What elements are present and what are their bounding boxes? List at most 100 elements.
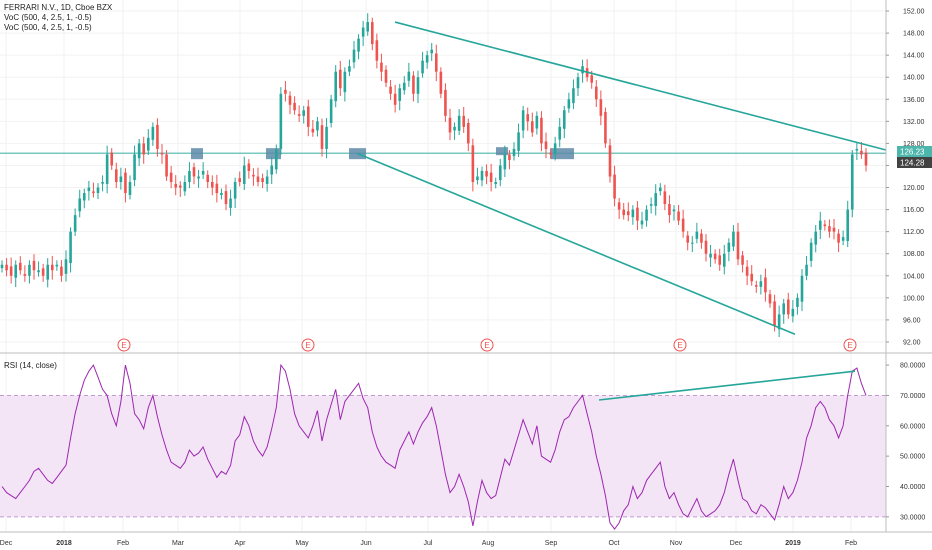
candle: [864, 148, 868, 172]
candle-body: [348, 66, 351, 72]
candle-body: [750, 273, 754, 282]
candle-body: [402, 82, 406, 91]
candle-body: [855, 148, 859, 151]
candle-body: [46, 264, 50, 280]
candle: [658, 183, 662, 196]
candle-body: [375, 40, 379, 61]
candle: [553, 136, 557, 161]
earnings-circle: [480, 338, 494, 352]
candle-body: [73, 215, 77, 232]
candle: [329, 94, 333, 128]
candle: [192, 162, 196, 185]
candle-body: [850, 154, 854, 210]
rsi-band-fill: [0, 395, 886, 517]
candle-body: [252, 174, 255, 177]
candle-body: [169, 172, 173, 183]
time-tick-label: 2018: [56, 540, 72, 547]
price-tick-label: 148.00: [903, 31, 925, 38]
time-tick-label: Feb: [117, 540, 129, 547]
candle: [503, 145, 507, 178]
candle: [270, 156, 274, 184]
rsi-trendline: [598, 370, 856, 401]
candle: [704, 234, 708, 262]
candle-body: [777, 314, 781, 330]
candle: [562, 105, 566, 139]
candle: [380, 53, 383, 82]
candle: [677, 204, 680, 226]
candle-body: [549, 152, 552, 155]
rsi-tick-label: 40.0000: [900, 484, 925, 491]
candle-body: [558, 126, 562, 140]
candle-body: [87, 187, 91, 192]
candle: [466, 118, 470, 152]
candle-body: [860, 150, 863, 155]
candle-body: [480, 170, 484, 181]
price-tick-label: 96.00: [903, 317, 921, 324]
candle: [626, 202, 630, 222]
candle-body: [334, 71, 338, 102]
earnings-marker: E: [117, 338, 131, 352]
candle: [311, 119, 315, 137]
candle-body: [220, 193, 223, 195]
candle-body: [640, 220, 644, 225]
candle: [791, 300, 795, 323]
rsi-legend: RSI (14, close): [4, 361, 57, 371]
time-tick-label: Feb: [845, 540, 857, 547]
candle-body: [462, 115, 466, 127]
candle: [46, 258, 50, 288]
candle: [18, 256, 22, 275]
candle: [210, 175, 214, 196]
candle-body: [677, 211, 680, 221]
candle-body: [101, 182, 104, 184]
time-tick-label: Apr: [235, 540, 247, 547]
candle-body: [503, 154, 507, 170]
indicator-label-1: VoC (500, 4, 2.5, 1, -0.5): [4, 13, 92, 22]
rsi-tick-label: 60.0000: [900, 423, 925, 430]
candle-body: [489, 172, 493, 183]
candle: [430, 43, 434, 61]
candle-body: [576, 77, 580, 89]
candle-body: [668, 204, 671, 216]
candle: [64, 250, 68, 282]
candle-body: [398, 88, 402, 101]
candle: [316, 116, 319, 137]
last-price-badge: 124.28: [897, 157, 932, 168]
candle-body: [613, 174, 616, 199]
rsi-tick-label: 70.0000: [900, 393, 925, 400]
candle: [146, 129, 150, 155]
svg-text:126.23: 126.23: [900, 148, 925, 157]
candle-body: [82, 193, 86, 201]
candle-body: [302, 110, 306, 116]
candle-body: [430, 49, 434, 54]
candle-body: [146, 137, 150, 151]
candle: [370, 17, 374, 51]
candle: [796, 293, 799, 315]
time-tick-label: Sep: [545, 540, 558, 547]
candle: [732, 225, 735, 251]
candle-body: [92, 191, 95, 194]
candle: [805, 255, 808, 281]
candle: [41, 263, 45, 282]
candle-body: [590, 75, 594, 83]
candle-body: [517, 132, 520, 151]
candle: [494, 177, 498, 189]
earnings-marker: E: [843, 338, 857, 352]
candle: [768, 289, 772, 308]
candle-body: [306, 106, 310, 127]
candle-body: [389, 86, 392, 94]
candle-body: [741, 255, 744, 265]
price-tick-label: 128.00: [903, 141, 925, 148]
candle-body: [325, 126, 328, 149]
candle-body: [416, 77, 420, 94]
candle: [174, 175, 178, 196]
candle-body: [535, 115, 539, 129]
earnings-letter: E: [484, 341, 489, 350]
candle: [361, 20, 365, 47]
candle-body: [174, 183, 178, 188]
candle: [786, 292, 790, 319]
candle-body: [476, 176, 479, 181]
candle-body: [407, 71, 411, 81]
candle-body: [604, 111, 607, 144]
candle-body: [160, 152, 164, 155]
candle-body: [649, 204, 653, 206]
